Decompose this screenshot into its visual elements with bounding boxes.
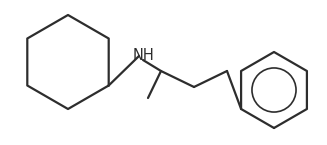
Text: NH: NH [132, 48, 154, 62]
